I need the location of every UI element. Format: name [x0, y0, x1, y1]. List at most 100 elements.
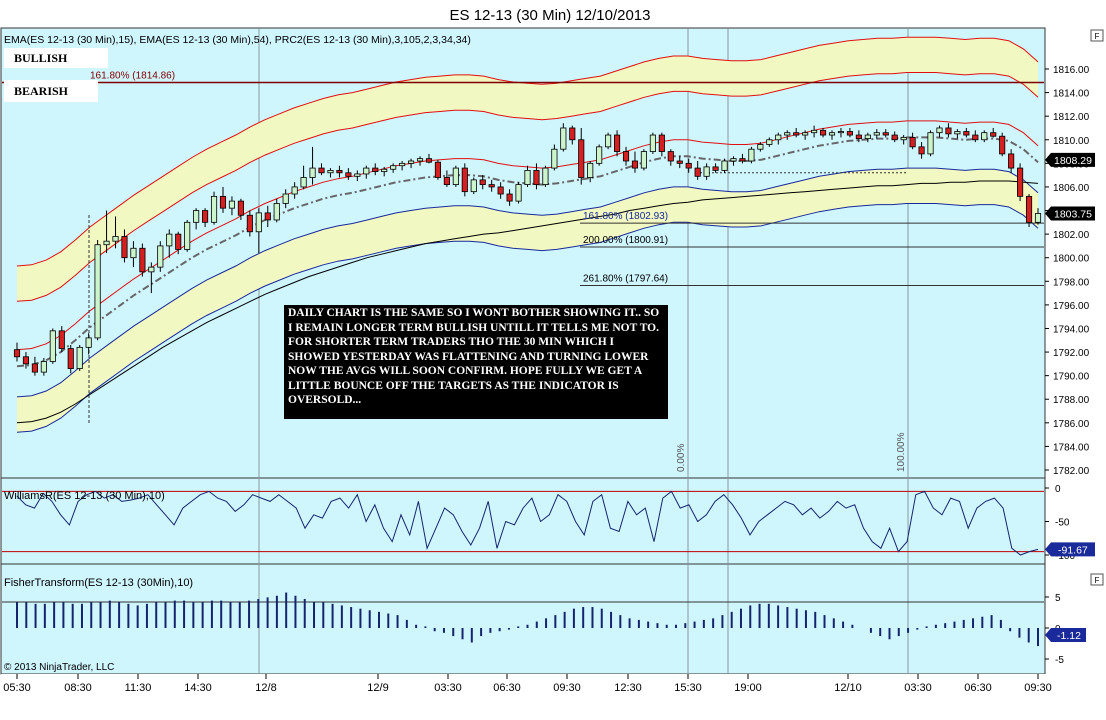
candle-body — [255, 212, 262, 233]
candle-body — [963, 131, 970, 136]
y-tick-label: 1792.00 — [1053, 348, 1090, 359]
candle-body — [775, 134, 782, 141]
candle-body — [936, 127, 943, 134]
candle-body — [264, 212, 271, 221]
candle-body — [524, 170, 531, 185]
williams-value-badge — [1045, 542, 1095, 557]
candle-body — [157, 245, 164, 268]
williams-panel[interactable] — [0, 477, 1046, 565]
williams-tick-label: -100 — [1055, 551, 1075, 562]
candle-body — [13, 349, 21, 358]
candle-body — [425, 158, 433, 163]
candle-body — [613, 134, 621, 152]
candle-body — [282, 193, 289, 204]
candle-body — [479, 179, 486, 185]
copyright: © 2013 NinjaTrader, LLC — [4, 662, 114, 673]
y-tick-label: 1790.00 — [1053, 372, 1090, 383]
fib-level-label: 200.00% (1800.91) — [583, 235, 668, 246]
y-tick-label: 1786.00 — [1053, 419, 1090, 430]
williams-tick-label: -50 — [1055, 518, 1070, 529]
candle-body — [640, 151, 647, 169]
candle-body — [882, 132, 889, 136]
candle-body — [336, 170, 343, 174]
y-tick-label: 1788.00 — [1053, 395, 1090, 406]
candle-body — [354, 173, 361, 177]
candle-body — [569, 127, 576, 141]
candle-body — [631, 160, 639, 169]
upper-channel-outer — [16, 36, 1039, 267]
x-tick-label: 05:30 — [3, 682, 31, 694]
lower-envelope-band — [17, 168, 1038, 433]
x-tick-label: 12/10 — [834, 682, 862, 694]
williams-series-layer — [2, 490, 1044, 556]
candle-body — [318, 167, 325, 174]
williams-line — [16, 490, 1039, 556]
y-axis-area[interactable] — [1045, 28, 1105, 674]
window-title: ES 12-13 (30 Min) 12/10/2013 — [450, 7, 651, 24]
panel-format-button-1[interactable]: F — [1090, 29, 1104, 42]
candle-body — [309, 167, 316, 178]
candle-body — [327, 170, 334, 174]
fib-upper-label: 161.80% (1814.86) — [90, 70, 175, 81]
candle-body — [649, 134, 656, 152]
candle-body — [819, 129, 827, 136]
candle-body — [1025, 195, 1033, 223]
candle-body — [237, 200, 244, 216]
x-tick-label: 06:30 — [964, 682, 992, 694]
candle-body — [22, 356, 30, 365]
bullish-label: BULLISH — [14, 51, 68, 65]
candle-body — [685, 162, 692, 169]
candle-body — [372, 167, 379, 173]
candle-body — [587, 162, 594, 178]
bearish-label-box — [4, 80, 98, 102]
annotation-content: DAILY CHART IS THE SAME SO I WONT BOTHER… — [288, 307, 660, 406]
lower-channel-outer — [16, 203, 1039, 433]
annotation-box[interactable] — [284, 305, 668, 419]
candle-body — [210, 195, 218, 223]
candle-body — [452, 167, 459, 185]
williams-value-label: -91.67 — [1058, 544, 1088, 556]
annotation-text: DAILY CHART IS THE SAME SO I WONT BOTHER… — [288, 307, 660, 406]
candle-body — [918, 146, 925, 155]
candle-body — [85, 337, 92, 348]
candle-body — [139, 247, 146, 273]
candle-body — [909, 137, 916, 148]
candle-body — [927, 132, 934, 155]
candle-body — [999, 135, 1006, 155]
x-tick-label: 03:30 — [434, 682, 462, 694]
svg-text:F: F — [1095, 576, 1100, 585]
candle-body — [793, 132, 800, 136]
x-tick-label: 09:30 — [553, 682, 581, 694]
fisher-value-label: -1.12 — [1057, 630, 1081, 642]
candle-body — [228, 200, 236, 209]
lower-channel-inner — [16, 167, 1039, 398]
panel-format-button-2[interactable]: F — [1090, 573, 1104, 586]
candle-body — [67, 348, 74, 369]
candle-body — [551, 148, 558, 169]
y-tick-label: 1814.00 — [1053, 89, 1090, 100]
y-tick-label: 1806.00 — [1053, 183, 1090, 194]
candle-body — [864, 134, 871, 139]
upper-channel-inner — [16, 72, 1039, 302]
candle-body — [76, 346, 83, 369]
candle-body — [399, 162, 406, 167]
candle-body — [443, 177, 450, 185]
candle-body — [31, 363, 38, 373]
candle-body — [193, 210, 200, 223]
candle-body — [981, 132, 988, 141]
candle-body — [1034, 213, 1042, 223]
price-badge-label: 1808.29 — [1054, 155, 1092, 167]
x-tick-label: 12:30 — [614, 682, 642, 694]
candle-body — [811, 129, 818, 134]
y-tick-label: 1816.00 — [1053, 65, 1090, 76]
candle-body — [497, 186, 504, 195]
fisher-tick-label: 5 — [1055, 593, 1061, 604]
candle-body — [596, 146, 603, 164]
x-axis-area[interactable] — [1, 674, 1105, 719]
x-tick-label: 19:00 — [734, 682, 762, 694]
candle-body — [757, 144, 764, 150]
price-badge-label: 1803.75 — [1054, 208, 1092, 220]
candle-body — [846, 131, 853, 136]
candle-body — [1017, 167, 1024, 197]
